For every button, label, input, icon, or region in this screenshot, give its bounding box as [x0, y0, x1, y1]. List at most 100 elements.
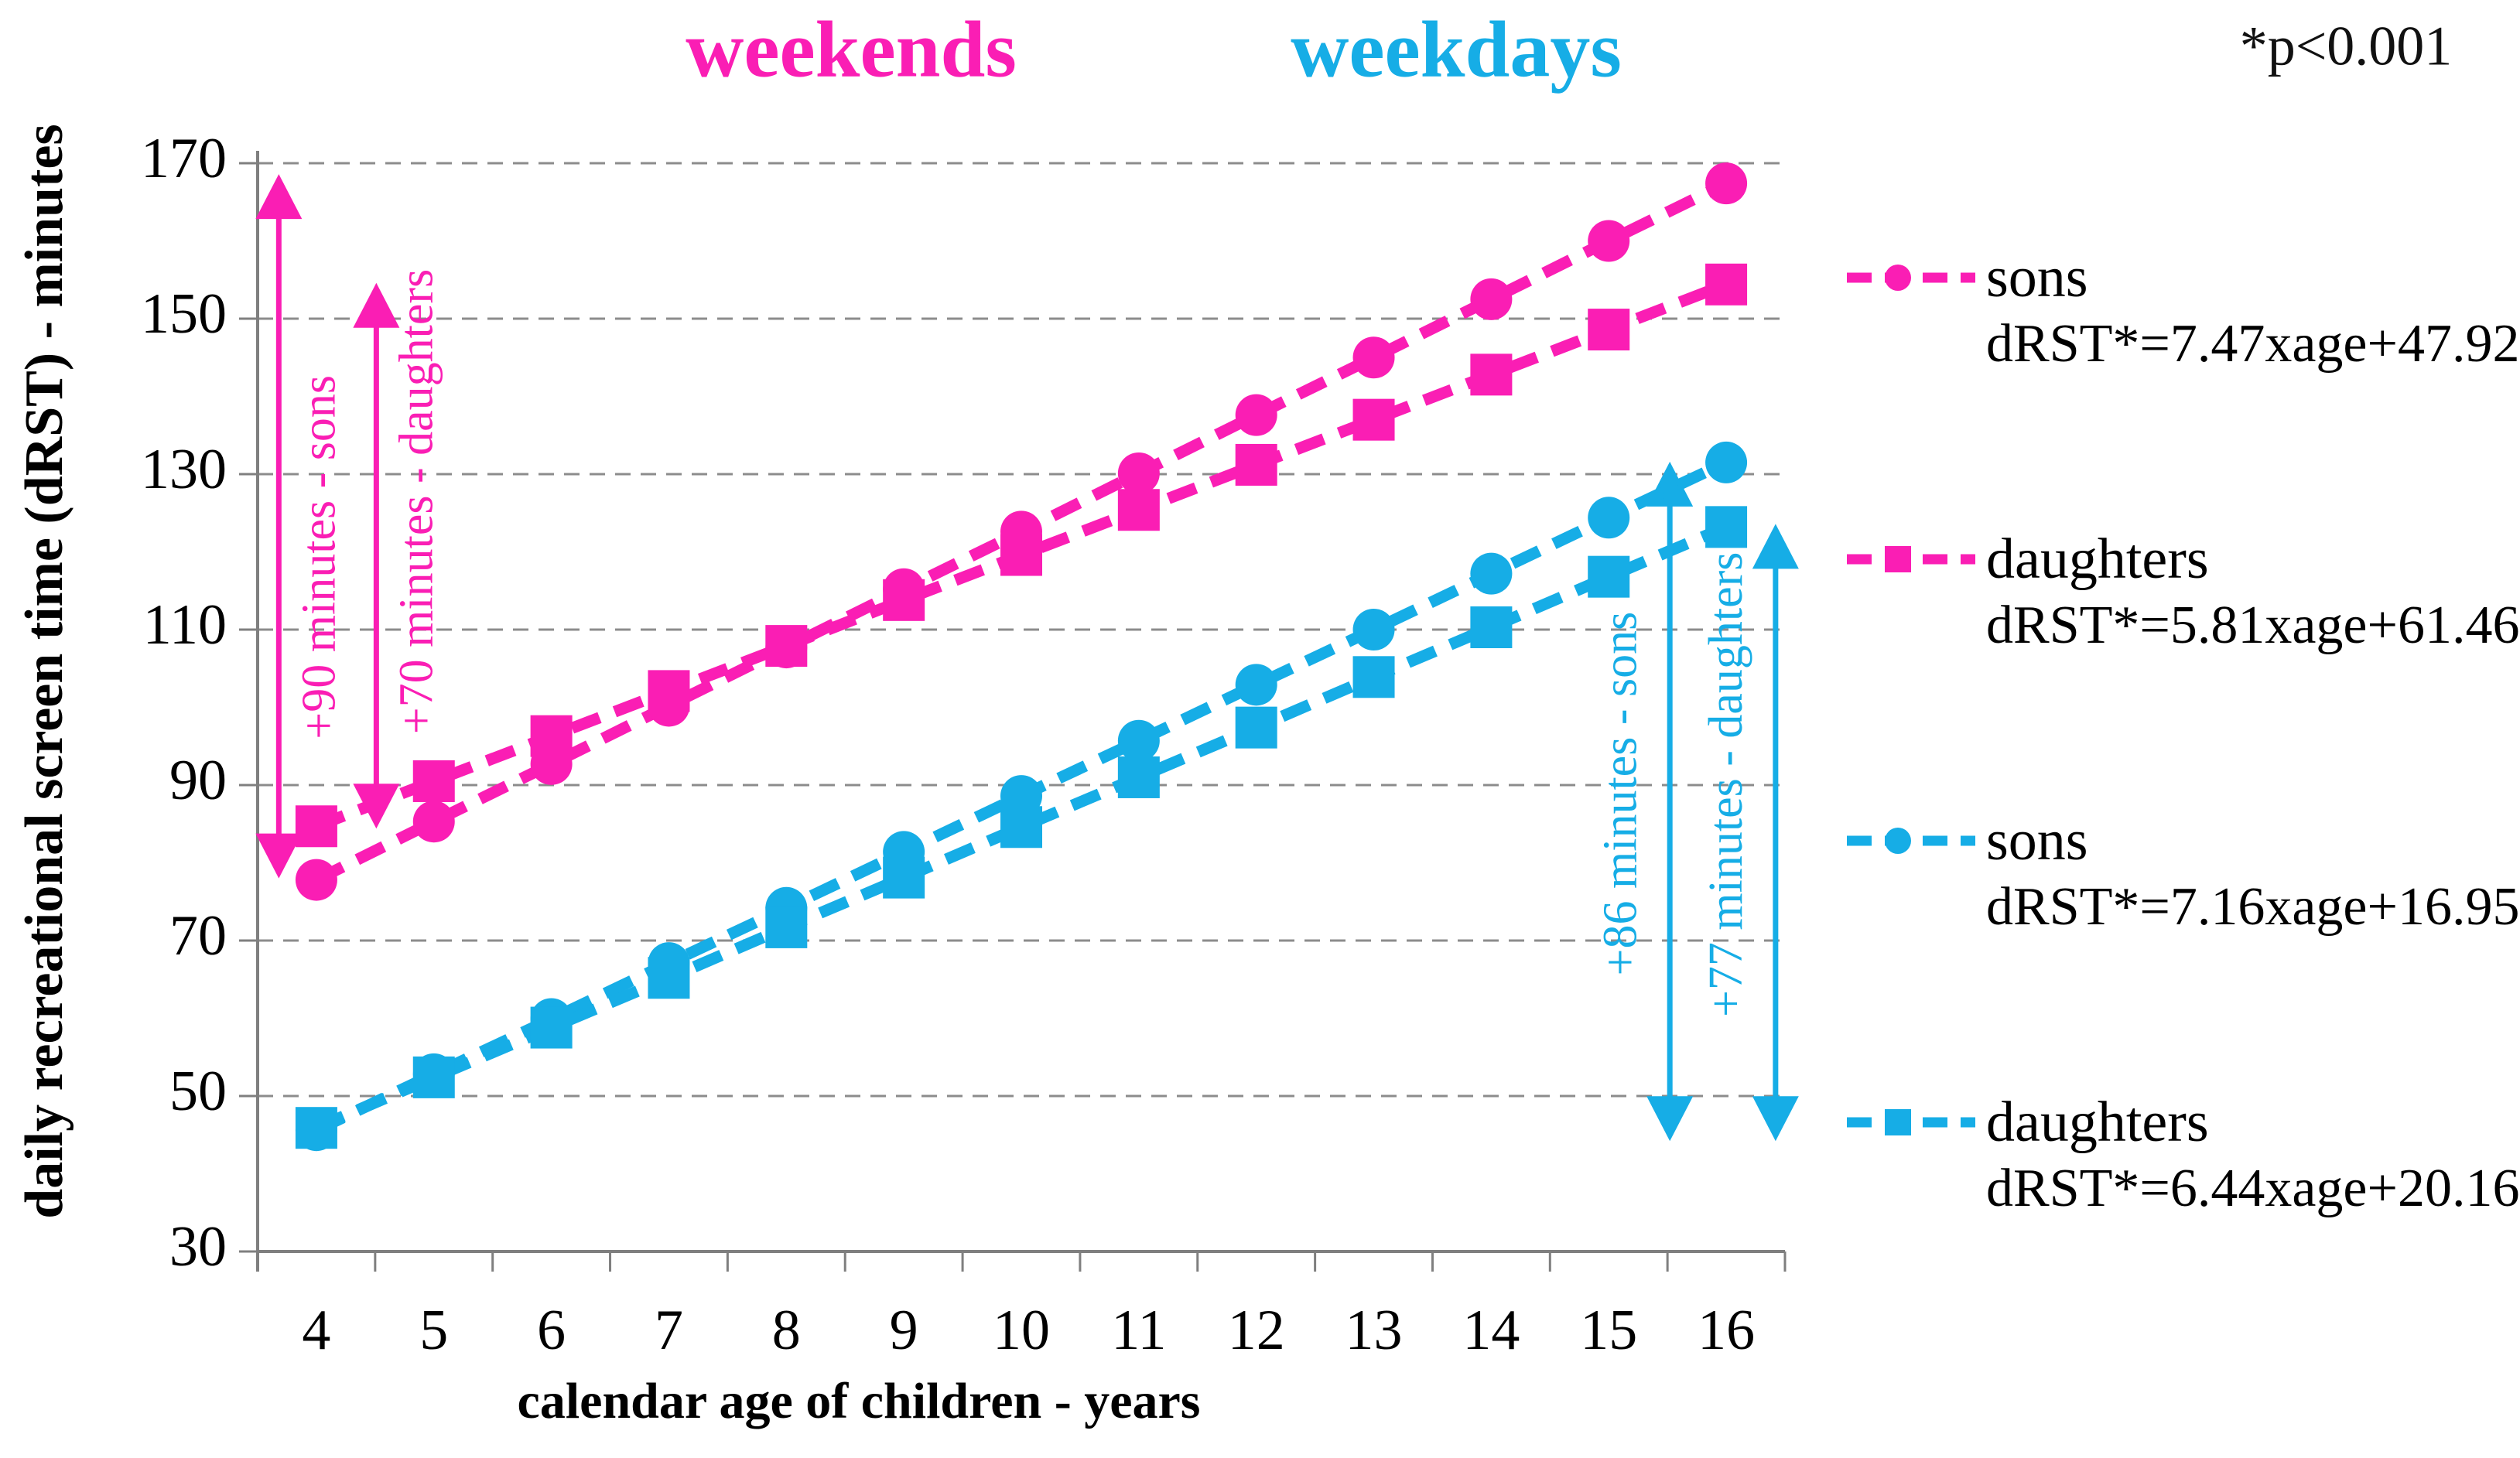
weekends-daughters-marker-icon [1845, 528, 1977, 590]
x-tick-label-14: 14 [1462, 1299, 1520, 1362]
y-tick-label-130: 130 [141, 438, 227, 501]
legend-marker-svg [1847, 546, 1975, 572]
data-point [1588, 555, 1630, 598]
data-point [295, 805, 337, 848]
legend-row: sons [1845, 808, 2520, 872]
data-point [412, 801, 455, 843]
circle-marker-icon [1885, 828, 1911, 854]
annotation-text: +77 minutes - daughters [1700, 552, 1752, 1017]
x-tick-label-5: 5 [419, 1299, 448, 1362]
legend-row: daughters [1845, 527, 2520, 591]
y-tick-label-90: 90 [169, 749, 227, 812]
data-point [1000, 534, 1042, 576]
data-point [648, 957, 690, 999]
annotation-0: +90 minutes - sons [255, 174, 346, 879]
weekdays-group-title: weekdays [1291, 5, 1622, 94]
x-tick-label-6: 6 [537, 1299, 566, 1362]
y-tick-label-150: 150 [141, 282, 227, 346]
data-point [1352, 398, 1395, 441]
arrow-down-icon [1752, 1096, 1799, 1142]
data-point [1000, 806, 1042, 849]
y-tick-label-110: 110 [143, 593, 227, 657]
legend-label: daughters [1986, 1090, 2209, 1154]
data-point [1705, 441, 1748, 483]
data-point [1470, 552, 1513, 595]
legend-entry-weekends-daughters: daughters dRST*=5.81xage+61.46 [1845, 528, 2520, 657]
annotation-1: +70 minutes - daughters [353, 269, 443, 829]
data-point [412, 760, 455, 802]
data-point [648, 670, 690, 712]
x-tick-label-10: 10 [993, 1299, 1050, 1362]
legend-marker-svg [1847, 1109, 1975, 1135]
x-tick-label-7: 7 [655, 1299, 683, 1362]
data-point [765, 906, 808, 948]
annotation-text: +86 minutes - sons [1594, 612, 1646, 976]
data-point [1588, 220, 1630, 262]
annotations: +90 minutes - sons +70 minutes - daughter… [255, 174, 1799, 1142]
legend-entry-weekdays-daughters: daughters dRST*=6.44xage+20.16 [1845, 1091, 2520, 1220]
data-point [1705, 263, 1748, 306]
legend-label: sons [1986, 808, 2088, 872]
data-point [1470, 606, 1513, 648]
legend-row: daughters [1845, 1090, 2520, 1154]
data-point [1117, 719, 1160, 762]
arrow-up-icon [1752, 524, 1799, 569]
legend-equation: dRST*=5.81xage+61.46 [1986, 596, 2520, 655]
data-point [883, 856, 925, 899]
y-axis-title: daily recreational screen time (dRST) - … [15, 124, 74, 1219]
legend-equation: dRST*=6.44xage+20.16 [1986, 1159, 2520, 1218]
weekdays-daughters-marker-icon [1845, 1091, 1977, 1153]
data-point [1705, 162, 1748, 205]
legend-entry-weekdays-sons: sons dRST*=7.16xage+16.95 [1845, 808, 2520, 938]
data-point [1352, 336, 1395, 379]
data-point [1588, 309, 1630, 351]
tick-labels: 30 50 70 90 110 130 150 170 4 5 6 7 8 9 10 11 12 13 14 15 16 [141, 127, 1755, 1362]
arrow-up-icon [353, 282, 400, 328]
legend-label: daughters [1986, 527, 2209, 591]
legend-equation: dRST*=7.16xage+16.95 [1986, 877, 2520, 937]
data-point [1470, 278, 1513, 320]
y-tick-label-170: 170 [141, 127, 227, 190]
data-point [295, 1107, 337, 1149]
x-tick-label-12: 12 [1228, 1299, 1285, 1362]
data-point [530, 715, 573, 757]
x-tick-label-15: 15 [1580, 1299, 1637, 1362]
data-point [1705, 506, 1748, 548]
data-point [1117, 756, 1160, 798]
data-point [1117, 489, 1160, 531]
data-point [295, 859, 337, 901]
series-weekends-daughters [295, 263, 1748, 848]
arrow-up-icon [255, 174, 303, 220]
legend-row: sons [1845, 245, 2520, 309]
data-point [1470, 353, 1513, 396]
y-tick-label-70: 70 [169, 904, 227, 968]
legend-equation: dRST*=7.47xage+47.92 [1986, 314, 2520, 374]
y-tick-label-50: 50 [169, 1060, 227, 1123]
x-tick-label-13: 13 [1345, 1299, 1403, 1362]
x-tick-label-16: 16 [1698, 1299, 1755, 1362]
data-point [412, 1056, 455, 1098]
x-tick-label-9: 9 [890, 1299, 918, 1362]
data-point [765, 625, 808, 668]
series-weekdays-daughters [295, 506, 1748, 1149]
data-point [1352, 609, 1395, 650]
circle-marker-icon [1885, 265, 1911, 291]
data-point [1117, 452, 1160, 494]
square-marker-icon [1885, 1109, 1911, 1135]
data-point [530, 1006, 573, 1049]
x-axis-title: calendar age of children - years [517, 1373, 1201, 1429]
weekends-sons-marker-icon [1845, 247, 1977, 309]
data-point [1352, 656, 1395, 698]
data-point [1235, 664, 1277, 706]
gridlines [258, 162, 1785, 1098]
data-point [1235, 443, 1277, 486]
weekdays-sons-marker-icon [1845, 810, 1977, 872]
data-point [1235, 706, 1277, 749]
legend-label: sons [1986, 245, 2088, 309]
weekends-group-title: weekends [686, 5, 1017, 94]
significance-note: *p<0.001 [2239, 15, 2453, 77]
annotation-text: +70 minutes - daughters [391, 269, 443, 734]
arrow-down-icon [255, 833, 303, 879]
